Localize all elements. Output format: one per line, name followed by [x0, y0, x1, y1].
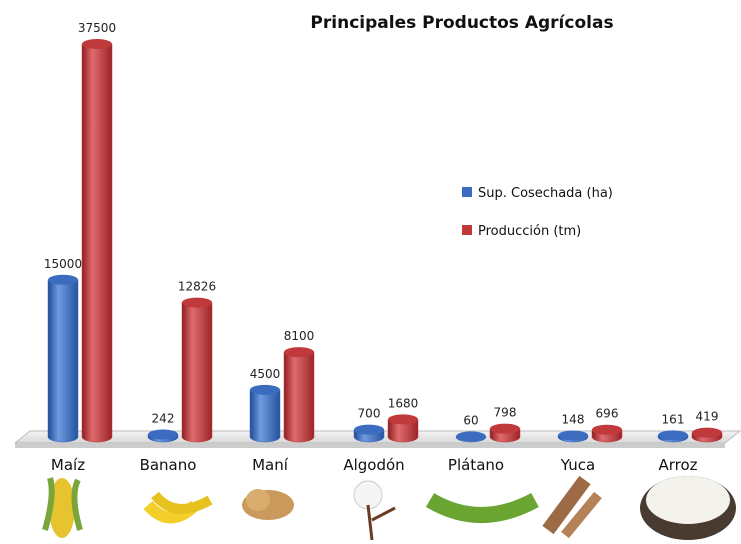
value-label: 700 [358, 407, 381, 421]
bar [82, 44, 112, 442]
bar-top [692, 428, 722, 438]
chart: Principales Productos Agrícolas Maíz 1500… [0, 0, 741, 544]
bar-top [182, 298, 212, 308]
legend-swatch [462, 225, 472, 235]
value-label: 696 [596, 407, 619, 421]
bar-top [658, 430, 688, 440]
floor-edge [15, 443, 725, 448]
chart-title: Principales Productos Agrícolas [310, 13, 613, 33]
value-label: 798 [494, 406, 517, 420]
x-tick-label: Algodón [343, 456, 404, 474]
bar-top [354, 425, 384, 435]
bar-top [388, 414, 418, 424]
value-label: 60 [463, 413, 478, 427]
value-label: 1680 [388, 396, 419, 410]
legend-label: Producción (tm) [478, 224, 581, 239]
bar-top [284, 347, 314, 357]
bar-top [82, 39, 112, 49]
x-tick-label: Banano [140, 456, 197, 474]
value-label: 12826 [178, 280, 216, 294]
x-tick-label: Arroz [658, 456, 697, 474]
value-label: 161 [662, 412, 685, 426]
value-label: 8100 [284, 329, 315, 343]
value-label: 15000 [44, 257, 82, 271]
value-label: 148 [562, 412, 585, 426]
x-tick-label: Maní [252, 456, 289, 474]
bar [182, 303, 212, 442]
bar [284, 352, 314, 442]
legend-label: Sup. Cosechada (ha) [478, 186, 613, 201]
bar-top [148, 429, 178, 439]
legend-swatch [462, 187, 472, 197]
bar-top [592, 425, 622, 435]
value-label: 419 [696, 410, 719, 424]
bar [48, 280, 78, 442]
value-label: 242 [152, 411, 175, 425]
bar-top [558, 430, 588, 440]
bar-top [490, 424, 520, 434]
bar-top [250, 385, 280, 395]
x-tick-label: Yuca [560, 456, 595, 474]
food-icons [45, 476, 736, 540]
bar-top [48, 275, 78, 285]
x-tick-label: Maíz [51, 456, 85, 474]
value-label: 4500 [250, 367, 281, 381]
bar-top [456, 431, 486, 441]
bar [250, 390, 280, 442]
value-label: 37500 [78, 21, 116, 35]
x-tick-label: Plátano [448, 456, 504, 474]
